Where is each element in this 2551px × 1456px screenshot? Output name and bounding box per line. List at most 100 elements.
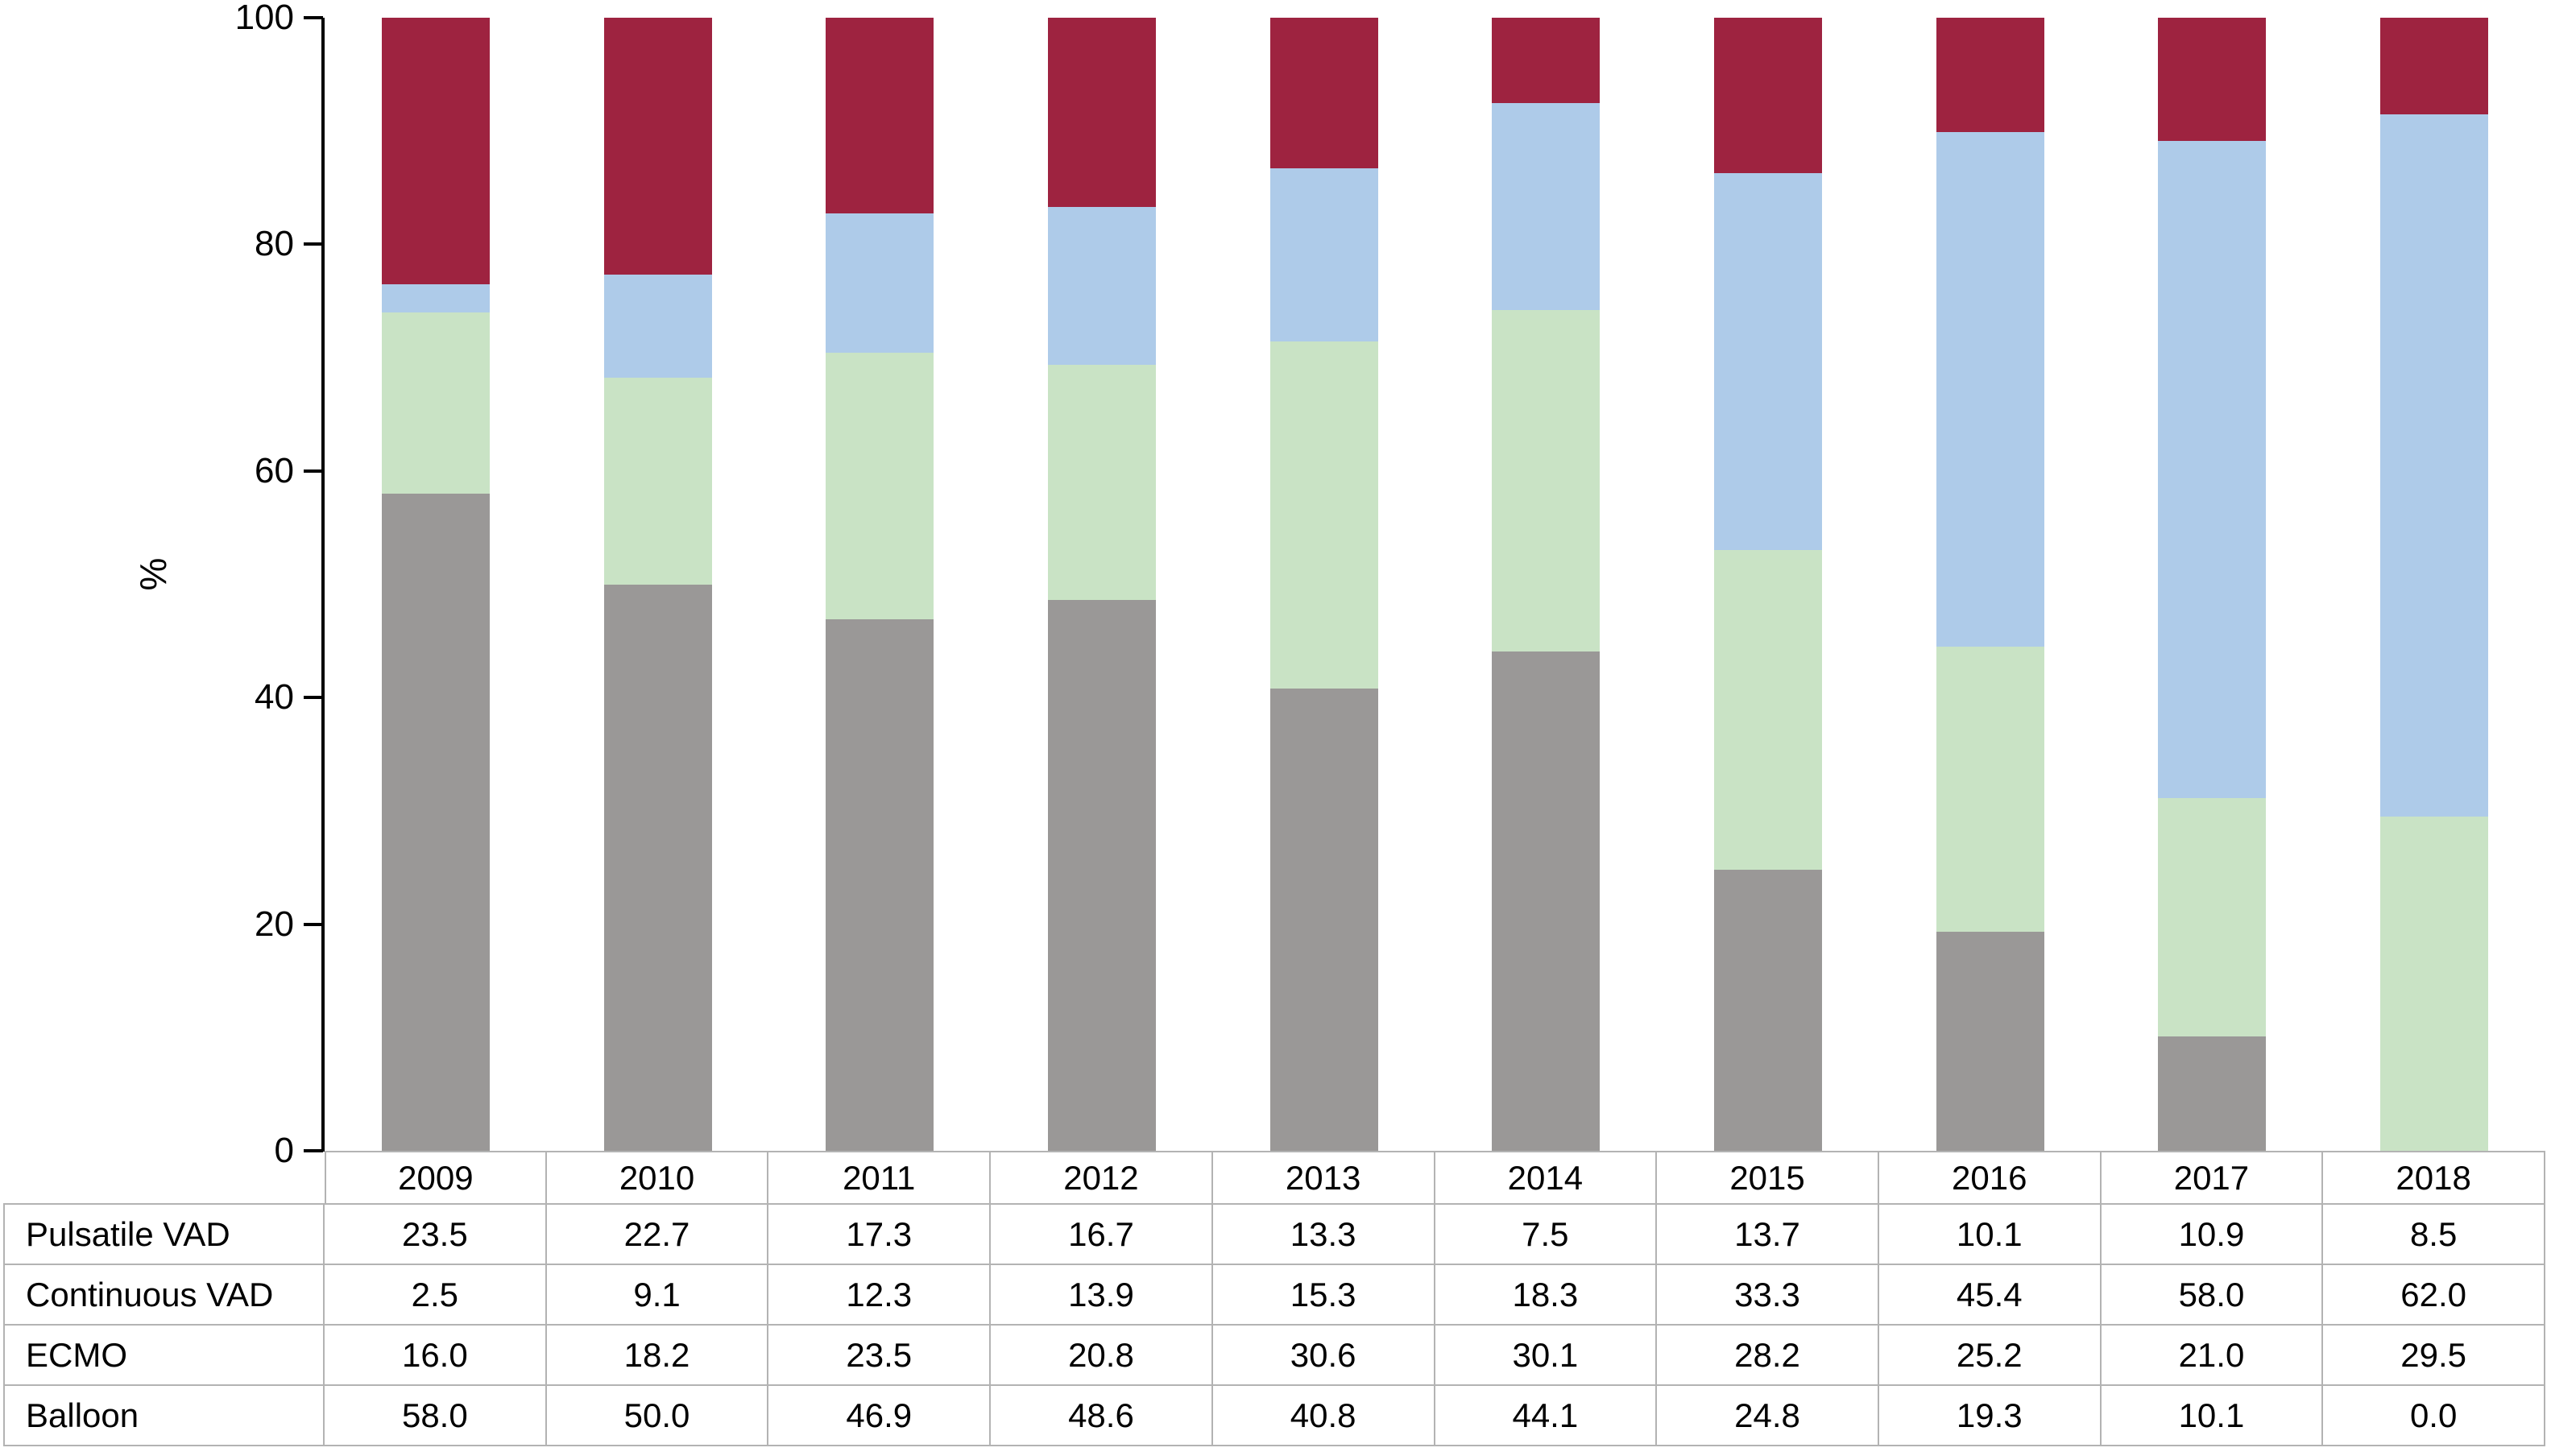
table-value-continuous-vad-2012: 13.9: [991, 1265, 1213, 1326]
y-axis-label: %: [132, 557, 174, 591]
bar-segment-pulsatile-vad-2009: [381, 18, 490, 284]
row-label-ecmo: ECMO: [3, 1326, 325, 1386]
bar-segment-pulsatile-vad-2011: [826, 18, 934, 214]
year-header-2014: 2014: [1435, 1151, 1658, 1205]
table-value-balloon-2014: 44.1: [1435, 1386, 1658, 1446]
bar-segment-ecmo-2015: [1714, 550, 1823, 871]
bar-segment-pulsatile-vad-2017: [2158, 18, 2267, 142]
table-value-balloon-2009: 58.0: [325, 1386, 547, 1446]
bar-column-2009: [325, 18, 547, 1151]
table-value-balloon-2010: 50.0: [546, 1386, 769, 1446]
bar-column-2017: [2102, 18, 2324, 1151]
bar-segment-pulsatile-vad-2015: [1714, 18, 1823, 173]
bar-segment-balloon-2013: [1269, 688, 1378, 1151]
year-header-2013: 2013: [1212, 1151, 1435, 1205]
bar-segment-pulsatile-vad-2018: [2380, 18, 2489, 114]
year-header-2016: 2016: [1878, 1151, 2102, 1205]
y-tick-mark-100: [304, 16, 323, 19]
table-value-pulsatile-vad-2009: 23.5: [325, 1205, 547, 1265]
bar-segment-ecmo-2009: [381, 312, 490, 494]
bar-segment-continuous-vad-2010: [603, 275, 712, 378]
bar-column-2012: [991, 18, 1213, 1151]
table-value-continuous-vad-2015: 33.3: [1657, 1265, 1879, 1326]
bar-segment-ecmo-2017: [2158, 798, 2267, 1036]
bar-segment-continuous-vad-2013: [1269, 168, 1378, 342]
table-value-pulsatile-vad-2013: 13.3: [1212, 1205, 1435, 1265]
table-value-balloon-2013: 40.8: [1212, 1386, 1435, 1446]
table-value-balloon-2016: 19.3: [1878, 1386, 2102, 1446]
table-value-balloon-2018: 0.0: [2323, 1386, 2545, 1446]
year-header-2017: 2017: [2101, 1151, 2324, 1205]
y-tick-label-20: 20: [255, 904, 294, 944]
bar-segment-balloon-2015: [1714, 870, 1823, 1151]
table-value-ecmo-2009: 16.0: [325, 1326, 547, 1386]
bar-segment-pulsatile-vad-2010: [603, 18, 712, 275]
bar-segment-continuous-vad-2012: [1047, 207, 1156, 365]
bar-column-2011: [768, 18, 991, 1151]
year-header-2010: 2010: [546, 1151, 769, 1205]
table-value-ecmo-2017: 21.0: [2101, 1326, 2324, 1386]
table-value-ecmo-2012: 20.8: [991, 1326, 1213, 1386]
bar-segment-ecmo-2016: [1936, 646, 2044, 933]
bar-segment-ecmo-2012: [1047, 364, 1156, 601]
y-tick-mark-80: [304, 242, 323, 246]
table-value-balloon-2011: 46.9: [768, 1386, 992, 1446]
bar-segment-ecmo-2013: [1269, 341, 1378, 689]
data-table: 2009 2010 2011 2012 2013 2014 2015 2016 2017 2018…: [3, 1151, 2545, 1446]
bar-segment-balloon-2010: [603, 584, 712, 1151]
bar-segment-ecmo-2018: [2380, 816, 2489, 1151]
table-value-pulsatile-vad-2018: 8.5: [2323, 1205, 2545, 1265]
table-value-ecmo-2016: 25.2: [1878, 1326, 2102, 1386]
table-value-pulsatile-vad-2012: 16.7: [991, 1205, 1213, 1265]
table-value-ecmo-2014: 30.1: [1435, 1326, 1658, 1386]
y-tick-label-60: 60: [255, 450, 294, 490]
year-header-2012: 2012: [991, 1151, 1213, 1205]
y-tick-mark-40: [304, 696, 323, 700]
table-value-continuous-vad-2018: 62.0: [2323, 1265, 2545, 1326]
y-tick-mark-20: [304, 922, 323, 926]
table-value-continuous-vad-2010: 9.1: [546, 1265, 769, 1326]
bar-segment-continuous-vad-2017: [2158, 141, 2267, 799]
bar-segment-pulsatile-vad-2016: [1936, 18, 2044, 133]
bar-segment-balloon-2017: [2158, 1036, 2267, 1151]
y-tick-label-80: 80: [255, 224, 294, 264]
table-value-continuous-vad-2011: 12.3: [768, 1265, 992, 1326]
table-value-continuous-vad-2017: 58.0: [2101, 1265, 2324, 1326]
row-label-continuous-vad: Continuous VAD: [3, 1265, 325, 1326]
table-value-pulsatile-vad-2014: 7.5: [1435, 1205, 1658, 1265]
plot-area: [325, 18, 2545, 1151]
bar-segment-balloon-2012: [1047, 600, 1156, 1151]
bar-segment-ecmo-2011: [826, 353, 934, 620]
bar-segment-continuous-vad-2014: [1492, 102, 1601, 311]
table-value-continuous-vad-2016: 45.4: [1878, 1265, 2102, 1326]
table-value-continuous-vad-2014: 18.3: [1435, 1265, 1658, 1326]
bar-segment-pulsatile-vad-2014: [1492, 18, 1601, 103]
bar-segment-balloon-2014: [1492, 651, 1601, 1151]
bar-segment-balloon-2011: [826, 619, 934, 1151]
bar-column-2010: [547, 18, 769, 1151]
y-tick-label-0: 0: [274, 1131, 294, 1170]
table-value-pulsatile-vad-2017: 10.9: [2101, 1205, 2324, 1265]
table-value-balloon-2017: 10.1: [2101, 1386, 2324, 1446]
row-label-pulsatile-vad: Pulsatile VAD: [3, 1205, 325, 1265]
year-header-2011: 2011: [768, 1151, 992, 1205]
table-value-ecmo-2015: 28.2: [1657, 1326, 1879, 1386]
table-value-ecmo-2010: 18.2: [546, 1326, 769, 1386]
table-value-balloon-2015: 24.8: [1657, 1386, 1879, 1446]
bar-segment-pulsatile-vad-2012: [1047, 18, 1156, 207]
table-value-continuous-vad-2013: 15.3: [1212, 1265, 1435, 1326]
table-value-balloon-2012: 48.6: [991, 1386, 1213, 1446]
y-tick-mark-60: [304, 469, 323, 473]
y-tick-label-40: 40: [255, 677, 294, 718]
table-value-pulsatile-vad-2011: 17.3: [768, 1205, 992, 1265]
bar-segment-ecmo-2010: [603, 378, 712, 585]
bar-segment-continuous-vad-2018: [2380, 114, 2489, 817]
bar-column-2016: [1879, 18, 2102, 1151]
bar-column-2014: [1435, 18, 1658, 1151]
bar-segment-continuous-vad-2015: [1714, 172, 1823, 551]
bar-segment-continuous-vad-2011: [826, 213, 934, 354]
y-tick-mark-0: [304, 1149, 323, 1152]
y-axis-line: [321, 18, 325, 1152]
y-tick-label-100: 100: [234, 0, 294, 37]
